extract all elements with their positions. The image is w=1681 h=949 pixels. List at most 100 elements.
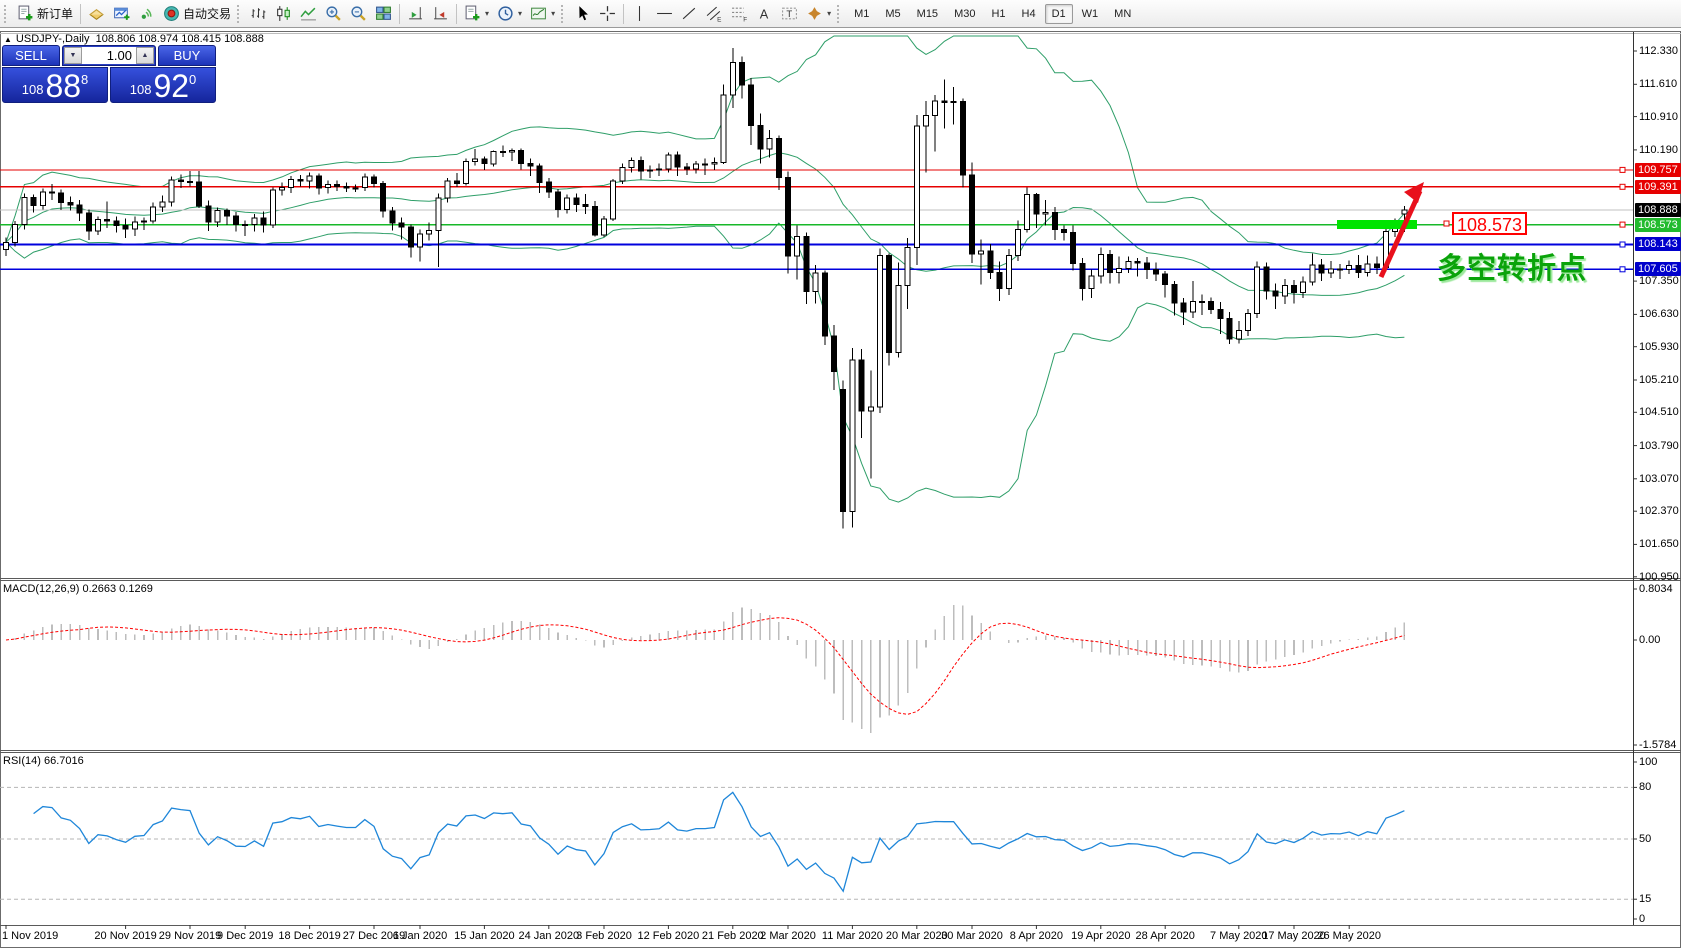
signals-button[interactable] <box>134 2 159 26</box>
toolbar-separator <box>623 3 625 24</box>
one-click-trading-panel: SELL ▼ ▲ BUY 108 88 8 108 92 0 <box>2 45 216 103</box>
date-tick-label: 12 Feb 2020 <box>637 930 700 942</box>
candle-body <box>766 137 773 150</box>
volume-decrease-button[interactable]: ▼ <box>64 47 82 64</box>
tile-windows-button[interactable] <box>371 2 396 26</box>
dropdown-caret-icon[interactable]: ▾ <box>827 9 832 18</box>
volume-input[interactable] <box>82 47 136 64</box>
price-tick-label: 107.350 <box>1639 275 1679 288</box>
toolbar-grip[interactable] <box>837 4 844 23</box>
hline-button[interactable] <box>652 2 677 26</box>
date-tick-label: 1 Nov 2019 <box>2 930 59 942</box>
candle-body <box>849 359 856 513</box>
toolbar-grip[interactable] <box>561 4 568 23</box>
sell-button[interactable]: SELL <box>2 45 60 66</box>
vline-button[interactable] <box>627 2 652 26</box>
text-button[interactable]: A <box>752 2 777 26</box>
candle-body <box>1042 211 1049 215</box>
macd-signal-line <box>5 617 1405 715</box>
buy-button[interactable]: BUY <box>158 45 216 66</box>
timeframe-m15-button[interactable]: M15 <box>916 7 939 20</box>
timeframe-m1-button[interactable]: M1 <box>854 7 870 20</box>
candle-body <box>1346 264 1353 271</box>
chart-candles-button[interactable] <box>271 2 296 26</box>
level-handle[interactable] <box>1619 241 1626 248</box>
candle-body <box>1134 261 1141 264</box>
candle-body <box>1300 281 1307 294</box>
volume-increase-button[interactable]: ▲ <box>136 47 154 64</box>
candle-body <box>1355 264 1362 273</box>
candle-body <box>30 197 37 206</box>
autotrading-button[interactable]: 自动交易 <box>159 2 235 26</box>
candle-body <box>518 149 525 165</box>
terminal-button[interactable] <box>84 2 109 26</box>
price-tick-label: 105.210 <box>1639 373 1679 386</box>
candle-body <box>453 180 460 185</box>
sell-price[interactable]: 108 88 8 <box>2 67 108 103</box>
support-highlight-bar[interactable] <box>1337 220 1417 229</box>
toolbar-grip[interactable] <box>4 4 11 23</box>
candle-body <box>1226 318 1233 340</box>
timeframe-h1-button[interactable]: H1 <box>991 7 1006 20</box>
dropdown-caret-icon[interactable]: ▾ <box>518 9 523 18</box>
candle-body <box>895 284 902 353</box>
template-chart-button[interactable]: ▾ <box>526 2 559 26</box>
candle-body <box>904 246 911 286</box>
timeframe-d1-button[interactable]: D1 <box>1044 3 1073 24</box>
candle-body <box>39 191 46 206</box>
zoom-out-button[interactable] <box>346 2 371 26</box>
level-handle[interactable] <box>1619 221 1626 228</box>
candle-body <box>1337 268 1343 271</box>
toolbar-grip[interactable] <box>237 4 244 23</box>
crosshair-button[interactable] <box>595 2 620 26</box>
candle-body <box>794 235 801 257</box>
turning-point-annotation[interactable]: 多空转折点 <box>1437 253 1588 285</box>
dropdown-caret-icon[interactable]: ▾ <box>551 9 556 18</box>
label-button[interactable]: T <box>777 2 802 26</box>
arrows-button[interactable]: ▾ <box>802 2 835 26</box>
date-tick-label: 28 Apr 2020 <box>1135 930 1195 942</box>
label-icon: T <box>781 5 798 22</box>
candle-body <box>472 158 479 162</box>
level-handle[interactable] <box>1619 183 1626 190</box>
zoom-in-button[interactable] <box>321 2 346 26</box>
buy-price[interactable]: 108 92 0 <box>110 67 216 103</box>
candle-body <box>564 197 571 210</box>
candle-body <box>1024 194 1031 230</box>
candle-body <box>205 205 212 223</box>
new-order-button[interactable]: 新订单 <box>13 2 77 26</box>
macd-indicator-label: MACD(12,26,9) 0.2663 0.1269 <box>3 583 153 595</box>
new-chart-button[interactable] <box>109 2 134 26</box>
breakout-arrow-head[interactable] <box>1404 182 1424 203</box>
level-handle[interactable] <box>1619 166 1626 173</box>
new-template-button[interactable]: ▾ <box>460 2 493 26</box>
periods-clock-button[interactable]: ▾ <box>493 2 526 26</box>
timeframe-h4-button[interactable]: H4 <box>1021 7 1036 20</box>
fibo-button[interactable]: F <box>727 2 752 26</box>
price-callout-label[interactable]: 108.573 <box>1452 212 1527 235</box>
candle-body <box>444 180 451 199</box>
timeframe-w1-button[interactable]: W1 <box>1081 7 1099 20</box>
chart-line-button[interactable] <box>296 2 321 26</box>
level-handle[interactable] <box>1619 266 1626 273</box>
callout-anchor-handle[interactable] <box>1443 220 1450 227</box>
candle-body <box>1143 262 1150 271</box>
collapse-triangle-icon[interactable]: ▲ <box>4 35 12 44</box>
dropdown-caret-icon[interactable]: ▾ <box>485 9 490 18</box>
candle-body <box>1005 255 1012 289</box>
timeframe-m30-button[interactable]: M30 <box>954 7 976 20</box>
channel-button[interactable]: E <box>702 2 727 26</box>
price-tick-label: 104.510 <box>1639 406 1679 419</box>
breakout-arrow[interactable] <box>1378 189 1423 279</box>
candle-body <box>122 225 129 230</box>
timeframe-m5-button[interactable]: M5 <box>885 7 901 20</box>
shift-end-button[interactable] <box>403 2 428 26</box>
price-level-badge: 108.573 <box>1635 217 1681 232</box>
cursor-button[interactable] <box>570 2 595 26</box>
chart-bars-button[interactable] <box>246 2 271 26</box>
trendline-button[interactable] <box>677 2 702 26</box>
timeframe-mn-button[interactable]: MN <box>1114 7 1132 20</box>
autoscroll-button[interactable] <box>428 2 453 26</box>
